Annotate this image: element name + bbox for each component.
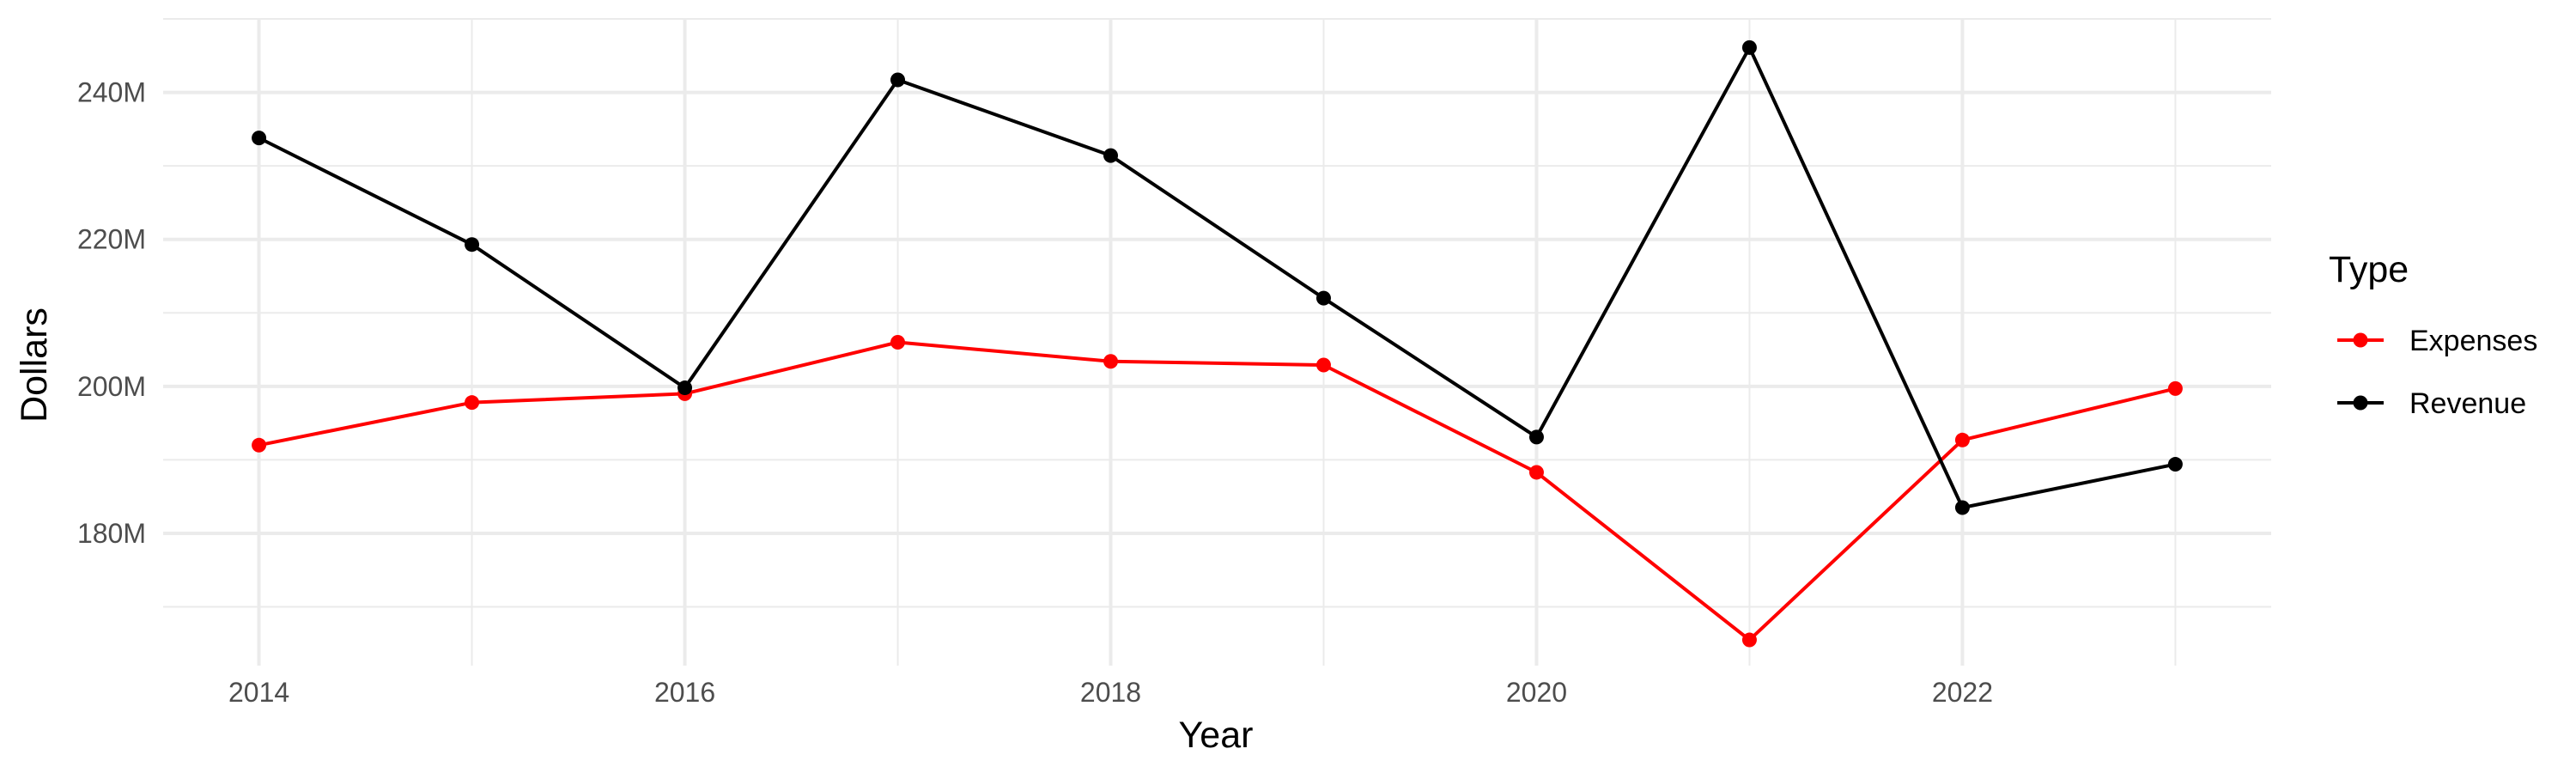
- data-point-revenue: [1103, 148, 1119, 163]
- series-revenue: [252, 40, 2183, 515]
- data-point-revenue: [465, 237, 480, 253]
- y-tick-label: 180M: [77, 518, 146, 549]
- x-axis-tick-labels: 2014 2016 2018 2020 2022: [228, 677, 1993, 708]
- legend: Type Expenses Revenue: [2329, 249, 2537, 420]
- y-axis-tick-labels: 180M 200M 220M 240M: [77, 77, 146, 549]
- x-tick-label: 2022: [1932, 677, 1993, 708]
- legend-label: Revenue: [2409, 387, 2526, 420]
- legend-key-point: [2353, 395, 2368, 411]
- data-point-revenue: [252, 131, 267, 146]
- series-expenses: [252, 335, 2183, 648]
- data-point-revenue: [890, 72, 906, 88]
- data-point-revenue: [1741, 40, 1757, 55]
- y-axis-title: Dollars: [14, 307, 55, 423]
- data-point-expenses: [890, 335, 906, 350]
- y-tick-label: 240M: [77, 77, 146, 108]
- data-point-expenses: [2167, 380, 2183, 396]
- legend-item-revenue: Revenue: [2337, 387, 2526, 420]
- legend-label: Expenses: [2409, 325, 2537, 357]
- x-tick-label: 2020: [1506, 677, 1567, 708]
- data-point-expenses: [1741, 632, 1757, 648]
- x-axis-title: Year: [1179, 715, 1254, 756]
- legend-item-expenses: Expenses: [2337, 325, 2537, 357]
- y-tick-label: 220M: [77, 224, 146, 255]
- legend-items: Expenses Revenue: [2337, 325, 2537, 420]
- y-tick-label: 200M: [77, 371, 146, 402]
- data-point-expenses: [1954, 432, 1970, 447]
- gridlines: [163, 18, 2271, 666]
- series-line-revenue: [258, 46, 2176, 510]
- data-point-expenses: [252, 437, 267, 453]
- data-point-revenue: [677, 380, 693, 396]
- data-series: [252, 40, 2183, 648]
- x-tick-label: 2018: [1080, 677, 1141, 708]
- series-line-expenses: [258, 340, 2176, 642]
- data-point-revenue: [2167, 457, 2183, 472]
- data-point-revenue: [1954, 500, 1970, 515]
- data-point-revenue: [1315, 290, 1331, 306]
- data-point-expenses: [465, 395, 480, 411]
- legend-title: Type: [2329, 249, 2409, 290]
- x-tick-label: 2014: [228, 677, 289, 708]
- data-point-expenses: [1103, 354, 1119, 369]
- x-tick-label: 2016: [654, 677, 715, 708]
- legend-key-point: [2353, 332, 2368, 348]
- data-point-revenue: [1528, 429, 1544, 445]
- data-point-expenses: [1528, 465, 1544, 480]
- data-point-expenses: [1315, 357, 1331, 373]
